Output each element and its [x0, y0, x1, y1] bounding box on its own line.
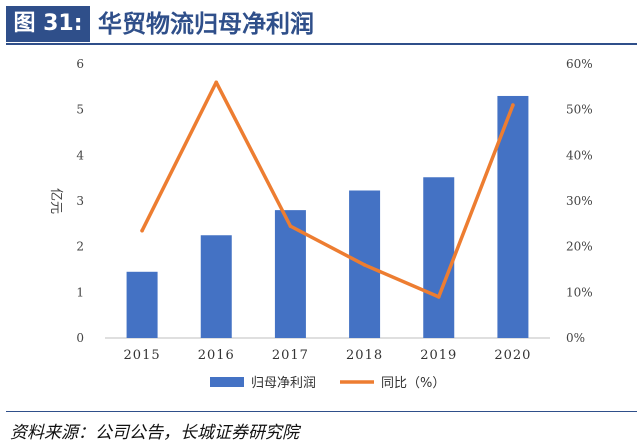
x-tick-label: 2016 — [198, 348, 235, 363]
x-tick-label: 2017 — [272, 348, 309, 363]
x-tick-label: 2018 — [346, 348, 383, 363]
bar — [200, 235, 232, 338]
header-rule — [6, 43, 637, 45]
legend-line-label: 同比（%） — [381, 376, 445, 391]
x-tick-label: 2020 — [494, 348, 531, 363]
legend-bar-swatch — [210, 377, 244, 387]
x-tick-label: 2019 — [420, 348, 457, 363]
y2-tick-label: 50% — [566, 103, 593, 117]
y-tick-label: 2 — [76, 240, 84, 254]
bar — [126, 271, 158, 338]
y2-tick-label: 0% — [566, 331, 585, 345]
y2-tick-label: 40% — [566, 148, 593, 162]
figure-label: 图 31: — [6, 6, 90, 42]
y2-tick-label: 10% — [566, 285, 593, 299]
y-tick-label: 6 — [76, 57, 84, 71]
line-point — [511, 103, 515, 107]
y-tick-label: 4 — [76, 148, 84, 162]
figure-title: 华贸物流归母净利润 — [98, 10, 314, 38]
figure-header: 图 31: 华贸物流归母净利润 — [0, 0, 643, 46]
x-tick-label: 2015 — [124, 348, 161, 363]
y-tick-label: 1 — [76, 285, 84, 299]
line-point — [362, 263, 367, 267]
y-tick-label: 0 — [76, 331, 84, 345]
line-point — [288, 224, 293, 228]
source-rule — [6, 411, 637, 412]
y2-tick-label: 20% — [566, 240, 593, 254]
source-note: 资料来源：公司公告，长城证券研究院 — [10, 423, 299, 443]
line-series — [140, 80, 515, 299]
legend-bar-label: 归母净利润 — [251, 376, 316, 391]
bar — [274, 210, 306, 338]
y2-tick-label: 30% — [566, 194, 593, 208]
line-point — [436, 295, 441, 299]
y-tick-label: 5 — [76, 103, 84, 117]
y2-tick-label: 60% — [566, 57, 593, 71]
bar — [423, 177, 455, 338]
line-point — [214, 80, 219, 85]
y-axis-label: 亿元 — [48, 188, 63, 214]
line-point — [140, 228, 144, 233]
y-tick-label: 3 — [76, 194, 84, 208]
